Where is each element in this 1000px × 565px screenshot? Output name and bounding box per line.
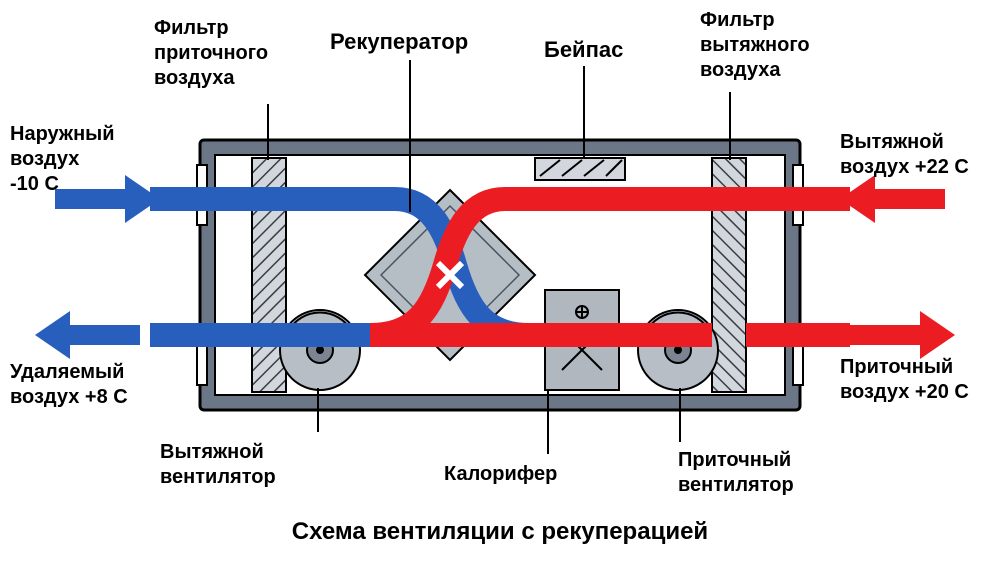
- label-heater: Калорифер: [444, 462, 557, 487]
- label-supply-fan: Приточный вентилятор: [678, 448, 794, 498]
- arrow-exhaust: [840, 175, 945, 223]
- label-filter-exhaust: Фильтр вытяжного воздуха: [700, 8, 810, 83]
- diagram-title: Схема вентиляции с рекуперацией: [0, 518, 1000, 546]
- arrow-removed: [35, 311, 140, 359]
- arrow-supply: [850, 311, 955, 359]
- exhaust-fan: [280, 310, 360, 390]
- label-exhaust-air: Вытяжной воздух +22 C: [840, 130, 969, 180]
- bypass-damper: [535, 158, 625, 180]
- label-removed-air: Удаляемый воздух +8 C: [10, 360, 128, 410]
- label-outdoor-air: Наружный воздух -10 C: [10, 122, 115, 197]
- label-recuperator: Рекуператор: [330, 28, 468, 56]
- label-exhaust-fan: Вытяжной вентилятор: [160, 440, 276, 490]
- label-bypass: Бейпас: [544, 36, 623, 64]
- label-supply-air: Приточный воздух +20 C: [840, 355, 969, 405]
- label-filter-supply: Фильтр приточного воздуха: [154, 16, 268, 91]
- supply-fan: [638, 310, 718, 390]
